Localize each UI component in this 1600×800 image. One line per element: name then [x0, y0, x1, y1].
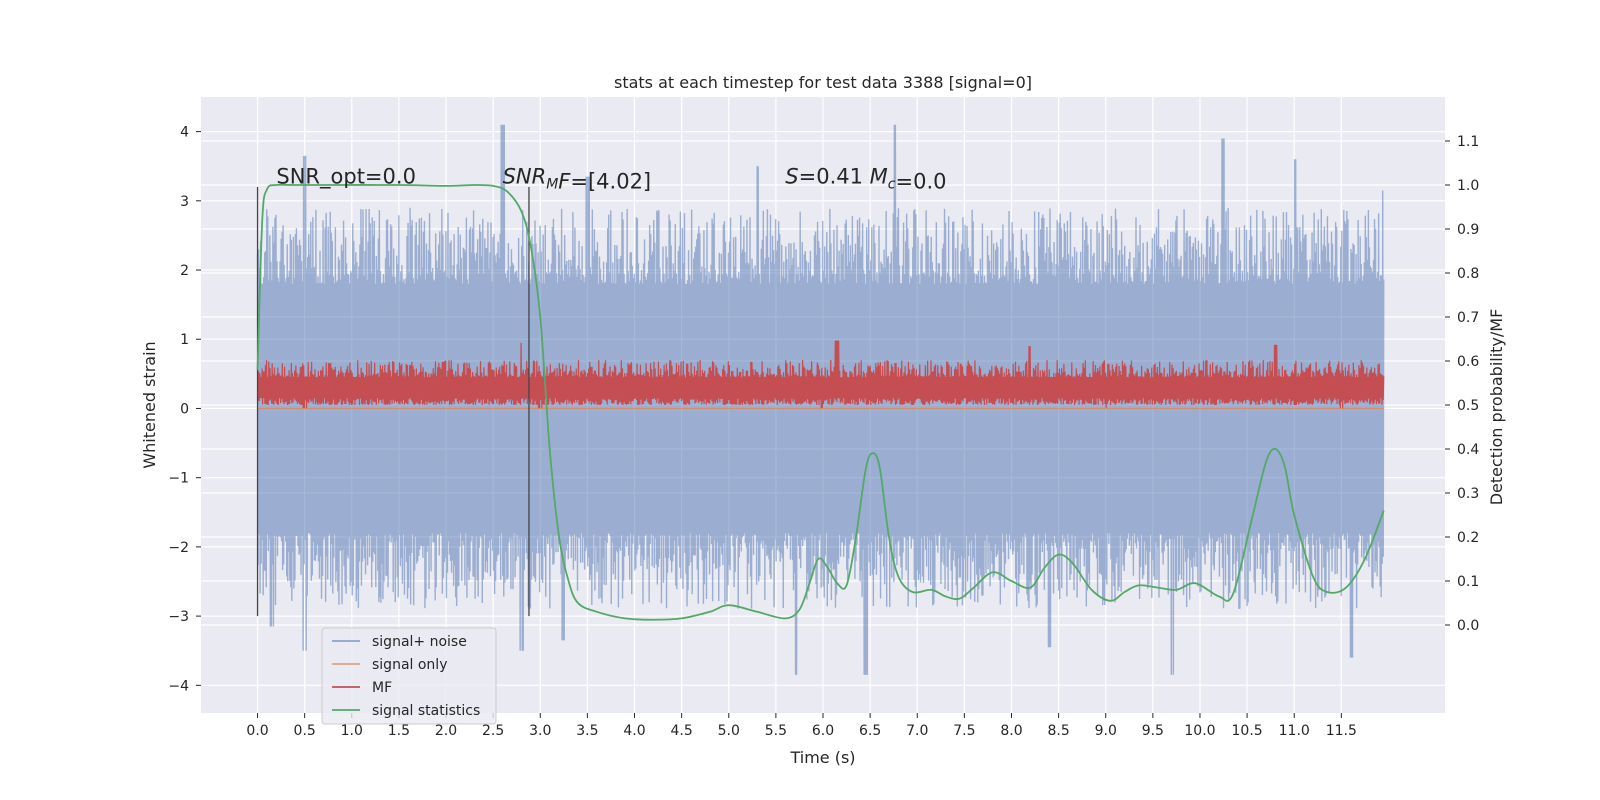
x-tick-label: 1.5 — [388, 723, 410, 739]
x-tick-label: 0.5 — [294, 723, 316, 739]
x-tick-label: 3.5 — [576, 723, 598, 739]
y-tick-label: −1 — [168, 471, 189, 487]
series-line — [256, 183, 1385, 621]
right-y-tick-label: 0.4 — [1457, 442, 1479, 458]
x-tick-label: 8.5 — [1047, 723, 1069, 739]
right-y-tick-label: 0.0 — [1457, 618, 1479, 634]
mf-series — [256, 340, 1385, 409]
x-tick-label: 8.0 — [1000, 723, 1022, 739]
legend-label: signal+ noise — [372, 634, 467, 650]
right-y-tick-label: 0.8 — [1457, 266, 1479, 282]
y-tick-label: 3 — [180, 194, 189, 210]
x-tick-label: 9.0 — [1095, 723, 1117, 739]
signal-statistics-series — [256, 183, 1385, 621]
right-y-tick-label: 0.2 — [1457, 530, 1479, 546]
right-y-tick-label: 0.6 — [1457, 354, 1479, 370]
y-tick-label: −2 — [168, 540, 189, 556]
x-tick-label: 4.5 — [671, 723, 693, 739]
legend-label: MF — [372, 680, 392, 696]
legend-label: signal only — [372, 657, 447, 673]
x-tick-label: 10.0 — [1184, 723, 1215, 739]
x-tick-label: 6.5 — [859, 723, 881, 739]
x-tick-label: 3.0 — [529, 723, 551, 739]
annotation-part: F — [558, 170, 571, 194]
y-axis-label: Whitened strain — [140, 341, 159, 468]
y-tick-label: 4 — [180, 125, 189, 141]
x-tick-label: 5.5 — [765, 723, 787, 739]
annotation-part: =0.0 — [896, 170, 947, 194]
annotation-text: S=0.41 Mc=0.0 — [785, 165, 946, 194]
y-tick-label: −4 — [168, 678, 189, 694]
x-tick-label: 0.0 — [246, 723, 268, 739]
legend: signal+ noise signal only MF signal statist… — [321, 627, 497, 725]
annotation-part: S — [785, 165, 798, 189]
x-tick-label: 11.0 — [1279, 723, 1310, 739]
x-axis-label: Time (s) — [789, 748, 855, 767]
chart-title: stats at each timestep for test data 338… — [614, 73, 1032, 92]
x-tick-label: 7.5 — [953, 723, 975, 739]
annotation-text: SNR_opt=0.0 — [276, 165, 416, 190]
annotation-part: =0.41 — [799, 165, 870, 189]
x-tick-label: 1.0 — [341, 723, 363, 739]
annotation-part: c — [888, 177, 896, 193]
y-tick-label: 1 — [180, 332, 189, 348]
annotations: SNR_opt=0.0 SNRMF=[4.02] S=0.41 Mc=0.0 — [276, 165, 946, 194]
annotation-text: SNRMF=[4.02] — [503, 165, 652, 194]
annotation-part: M — [870, 165, 888, 189]
x-tick-label: 10.5 — [1232, 723, 1263, 739]
annotation-part: SNR — [503, 165, 547, 189]
y-tick-label: 2 — [180, 263, 189, 279]
y-tick-labels: 4 3 2 1 0 −1 −2 −3 −4 — [168, 125, 201, 694]
right-y-tick-label: 1.0 — [1457, 178, 1479, 194]
right-y-tick-label: 0.9 — [1457, 222, 1479, 238]
annotation-part: =[4.02] — [570, 170, 651, 194]
right-y-tick-label: 0.5 — [1457, 398, 1479, 414]
x-tick-label: 6.0 — [812, 723, 834, 739]
right-y-tick-labels: 0.0 0.1 0.2 0.3 0.4 0.5 0.6 0.7 0.8 0.9 1.0 1.1 — [1445, 134, 1479, 634]
right-y-tick-label: 0.7 — [1457, 310, 1479, 326]
x-tick-label: 2.0 — [435, 723, 457, 739]
x-tick-label: 7.0 — [906, 723, 928, 739]
x-tick-label: 11.5 — [1326, 723, 1357, 739]
x-tick-label: 2.5 — [482, 723, 504, 739]
signal-noise-series — [256, 124, 1385, 675]
x-tick-label: 5.0 — [718, 723, 740, 739]
right-y-tick-label: 0.3 — [1457, 486, 1479, 502]
annotation-part: M — [546, 177, 558, 193]
y-tick-label: 0 — [180, 401, 189, 417]
right-y-tick-label: 1.1 — [1457, 134, 1479, 150]
legend-label: signal statistics — [372, 703, 480, 719]
x-tick-label: 9.5 — [1142, 723, 1164, 739]
x-tick-label: 4.0 — [623, 723, 645, 739]
series-line — [256, 340, 1385, 409]
legend-box — [321, 627, 497, 725]
x-tick-labels: 0.0 0.5 1.0 1.5 2.0 2.5 3.0 3.5 4.0 4.5 5.0 5.5 6.0 6… — [246, 713, 1357, 739]
y-tick-label: −3 — [168, 609, 189, 625]
series-line — [256, 124, 1385, 675]
vertical-markers — [256, 186, 530, 617]
right-y-axis-label: Detection probability/MF — [1487, 309, 1506, 506]
right-y-tick-label: 0.1 — [1457, 574, 1479, 590]
